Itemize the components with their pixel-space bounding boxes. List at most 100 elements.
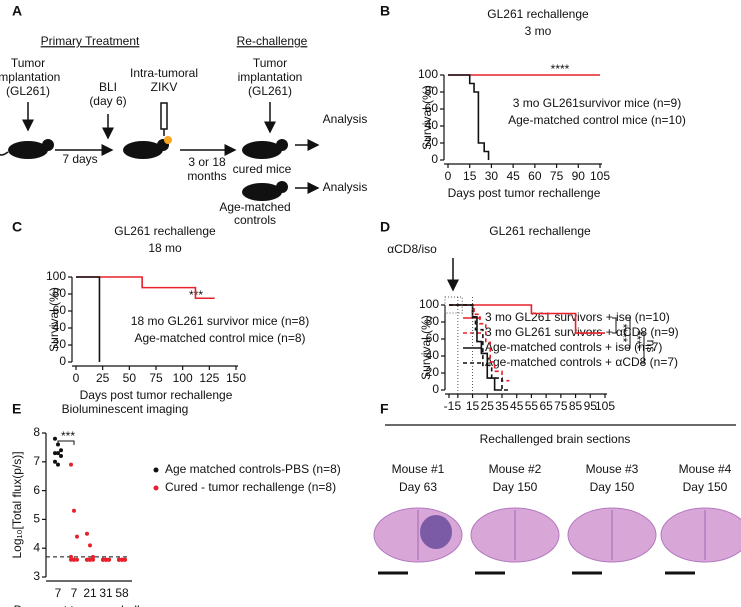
x-tick-label: 105 <box>595 399 615 413</box>
label: GL261 rechallenge <box>114 224 216 238</box>
point <box>107 557 111 562</box>
legend-label: 3 mo GL261 survivors + iso (n=10) <box>485 310 670 324</box>
point <box>104 557 108 562</box>
label: 18 mo <box>148 241 182 255</box>
y-tick-label: 20 <box>53 337 67 351</box>
y-tick-label: 60 <box>53 303 67 317</box>
label: implantation <box>0 70 60 84</box>
y-tick-label: 8 <box>33 425 40 439</box>
point <box>53 451 57 456</box>
y-tick-label: 100 <box>419 297 439 311</box>
label: (GL261) <box>248 84 292 98</box>
label: Re-challenge <box>237 34 308 48</box>
x-tick-label: 100 <box>173 371 193 385</box>
y-tick-label: 5 <box>33 512 40 526</box>
survival-line <box>76 276 101 362</box>
point <box>123 557 127 562</box>
sig-bracket <box>57 440 75 445</box>
legend-label: Age matched controls-PBS (n=8) <box>165 462 341 476</box>
legend-label: 3 mo GL261survivor mice (n=9) <box>513 96 681 110</box>
panel-a-diagram <box>0 102 320 201</box>
label: Mouse #3 <box>586 462 639 476</box>
label: Age-matched <box>219 200 290 214</box>
y-tick-label: 80 <box>53 286 67 300</box>
label: controls <box>234 213 276 227</box>
brain-section <box>660 507 741 563</box>
x-tick-label: 85 <box>569 399 583 413</box>
x-tick-label: 95 <box>584 399 598 413</box>
panel-label: B <box>380 3 390 19</box>
x-tick-label: 45 <box>510 399 524 413</box>
sig-bracket <box>612 317 645 364</box>
point <box>88 557 92 562</box>
x-tick-label: 45 <box>506 169 520 183</box>
y-tick-label: 100 <box>46 269 66 283</box>
y-tick-label: 80 <box>426 314 440 328</box>
label: Day 63 <box>399 480 437 494</box>
y-tick-label: 0 <box>431 152 438 166</box>
point <box>117 557 121 562</box>
x-tick-label: 21 <box>83 586 97 600</box>
label: Analysis <box>323 180 368 194</box>
tumor <box>420 515 452 549</box>
label: Day 150 <box>493 480 538 494</box>
y-tick-label: 3 <box>33 569 40 583</box>
survival-line <box>449 304 605 334</box>
legend-label: Age-matched controls + αCD8 (n=7) <box>485 355 678 369</box>
y-tick-label: 6 <box>33 483 40 497</box>
x-tick-label: 7 <box>71 586 78 600</box>
panel-label: F <box>380 401 389 417</box>
label: implantation <box>238 70 303 84</box>
label: Mouse #1 <box>392 462 445 476</box>
x-tick-label: 30 <box>485 169 499 183</box>
label: BLI <box>99 80 117 94</box>
legend-dot <box>153 467 159 473</box>
survival-line <box>449 304 510 391</box>
label: Day 150 <box>590 480 635 494</box>
y-tick-label: 60 <box>426 331 440 345</box>
point <box>75 557 79 562</box>
x-tick-label: 105 <box>590 169 610 183</box>
legend-label: 3 mo GL261 survivors + αCD8 (n=9) <box>485 325 679 339</box>
point <box>72 508 76 513</box>
label: Tumor <box>253 56 287 70</box>
survival-line <box>449 304 502 391</box>
point <box>85 531 89 536</box>
x-tick-label: 125 <box>199 371 219 385</box>
annotation: **** <box>616 324 630 343</box>
point <box>69 554 73 559</box>
label: Mouse #4 <box>679 462 732 476</box>
panel-label: C <box>12 219 22 235</box>
survival-line <box>76 276 215 300</box>
x-tick-label: 15 <box>466 399 480 413</box>
point <box>101 557 105 562</box>
point <box>59 448 63 453</box>
label: Tumor <box>11 56 45 70</box>
y-tick-label: 0 <box>59 354 66 368</box>
annotation: **** <box>551 62 570 76</box>
y-tick-label: 7 <box>33 454 40 468</box>
y-tick-label: 80 <box>425 84 439 98</box>
point <box>56 451 60 456</box>
x-tick-label: 58 <box>115 586 129 600</box>
label: 3 or 18 <box>188 155 226 169</box>
x-tick-label: 35 <box>495 399 509 413</box>
legend-label: 18 mo GL261 survivor mice (n=8) <box>131 314 309 328</box>
legend-label: Cured - tumor rechallenge (n=8) <box>165 480 336 494</box>
x-tick-label: 31 <box>99 586 113 600</box>
label: GL261 rechallenge <box>489 224 591 238</box>
legend-label: Age-matched control mice (n=8) <box>134 331 305 345</box>
label: Mouse #2 <box>489 462 542 476</box>
x-tick-label: 75 <box>554 399 568 413</box>
legend-label: Age-matched controls + iso (n=7) <box>485 340 662 354</box>
x-tick-label: -1 <box>444 399 455 413</box>
label: cured mice <box>233 162 292 176</box>
annotation: **** <box>630 331 644 350</box>
point <box>75 534 79 539</box>
y-tick-label: 60 <box>425 101 439 115</box>
y-tick-label: 20 <box>425 135 439 149</box>
label: ZIKV <box>151 80 178 94</box>
x-tick-label: 5 <box>454 399 461 413</box>
label: Survival (%) <box>419 315 433 380</box>
